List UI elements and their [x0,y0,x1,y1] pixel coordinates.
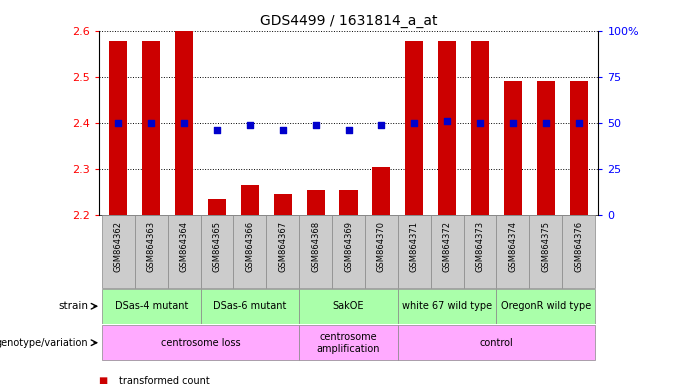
Bar [241,185,259,215]
Text: GSM864372: GSM864372 [443,221,452,272]
Bar [299,325,398,360]
Text: GSM864369: GSM864369 [344,221,353,272]
Text: DSas-4 mutant: DSas-4 mutant [114,301,188,311]
Text: GSM864371: GSM864371 [410,221,419,272]
Text: GSM864364: GSM864364 [180,221,188,272]
Bar [438,41,456,215]
Bar [496,215,529,288]
Text: GSM864362: GSM864362 [114,221,123,272]
Point [409,120,420,126]
Text: GSM864374: GSM864374 [509,221,517,272]
Bar [373,167,390,215]
Text: OregonR wild type: OregonR wild type [500,301,591,311]
Bar [504,81,522,215]
Bar [496,289,595,324]
Point [507,120,518,126]
Bar [537,81,555,215]
Point [310,122,321,128]
Bar [135,215,168,288]
Bar [464,215,496,288]
Point [541,120,551,126]
Text: ■: ■ [99,376,108,384]
Bar [562,215,595,288]
Bar [267,215,299,288]
Point [179,120,190,126]
Point [277,127,288,133]
Bar [339,190,358,215]
Bar [102,289,201,324]
Bar [142,41,160,215]
Bar [168,215,201,288]
Bar [273,194,292,215]
Text: GSM864376: GSM864376 [574,221,583,272]
Text: SakOE: SakOE [333,301,364,311]
Bar [471,41,489,215]
Bar [570,81,588,215]
Bar [299,215,332,288]
Bar [201,215,233,288]
Bar [365,215,398,288]
Point [442,118,453,124]
Text: transformed count: transformed count [119,376,209,384]
Text: GSM864375: GSM864375 [541,221,550,272]
Bar [233,215,267,288]
Bar [299,289,398,324]
Bar [430,215,464,288]
Text: GSM864365: GSM864365 [212,221,222,272]
Bar [398,215,430,288]
Bar [332,215,365,288]
Text: GSM864366: GSM864366 [245,221,254,272]
Bar [398,325,595,360]
Bar [208,199,226,215]
Bar [405,41,424,215]
Bar [102,215,135,288]
Point [376,122,387,128]
Text: GSM864367: GSM864367 [278,221,287,272]
Text: white 67 wild type: white 67 wild type [402,301,492,311]
Bar [109,41,127,215]
Point [244,122,255,128]
Point [146,120,156,126]
Point [113,120,124,126]
Text: GSM864373: GSM864373 [475,221,485,272]
Text: genotype/variation: genotype/variation [0,338,88,348]
Bar [529,215,562,288]
Bar [398,289,496,324]
Point [573,120,584,126]
Text: centrosome
amplification: centrosome amplification [317,332,380,354]
Bar [175,30,193,215]
Point [343,127,354,133]
Text: DSas-6 mutant: DSas-6 mutant [213,301,286,311]
Text: strain: strain [58,301,88,311]
Bar [307,190,324,215]
Title: GDS4499 / 1631814_a_at: GDS4499 / 1631814_a_at [260,14,437,28]
Text: GSM864370: GSM864370 [377,221,386,272]
Bar [102,325,299,360]
Point [475,120,486,126]
Bar [201,289,299,324]
Text: centrosome loss: centrosome loss [160,338,240,348]
Text: control: control [479,338,513,348]
Point [211,127,222,133]
Text: GSM864368: GSM864368 [311,221,320,272]
Text: GSM864363: GSM864363 [147,221,156,272]
